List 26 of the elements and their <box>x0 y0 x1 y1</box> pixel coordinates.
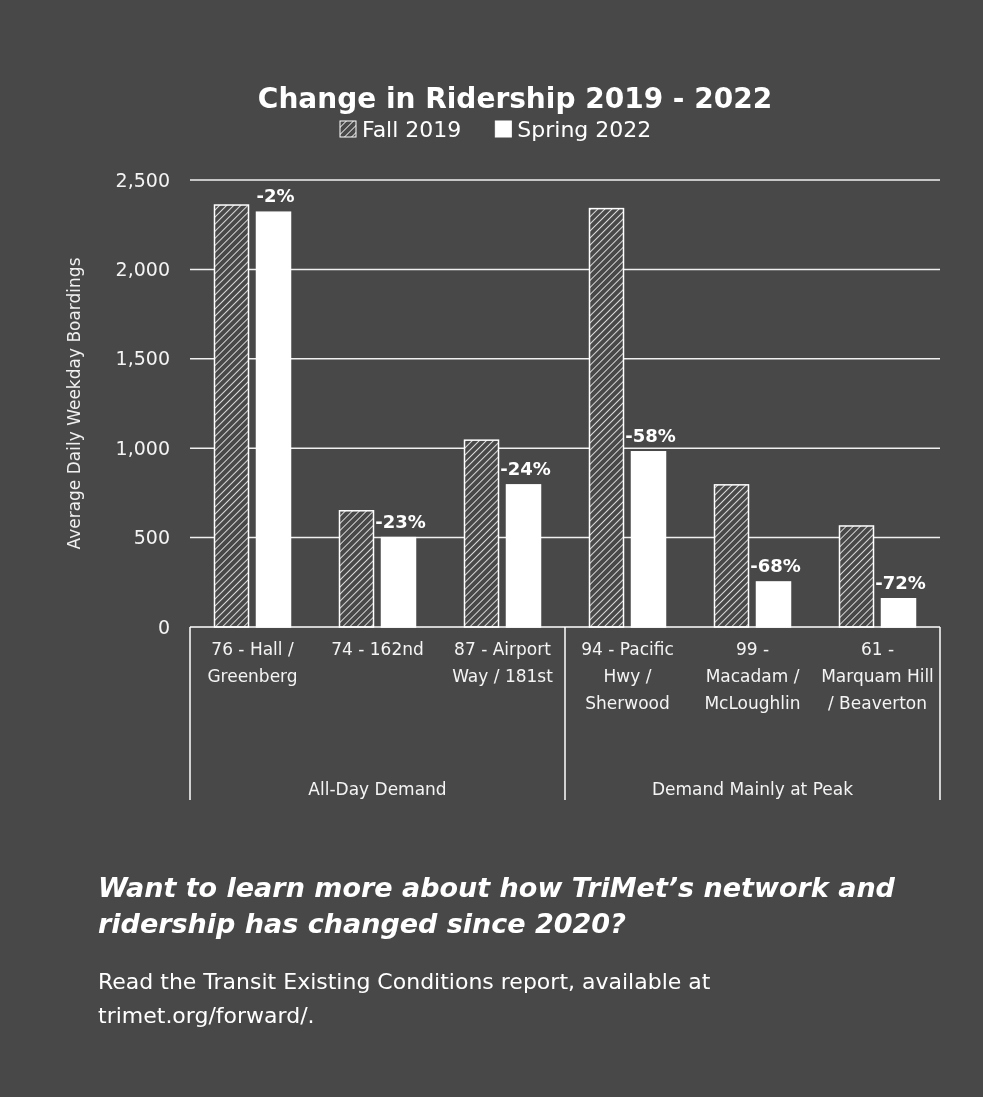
y-tick-label: 500 <box>133 526 170 549</box>
x-tick-label: 99 - Macadam / McLoughlin <box>704 639 801 713</box>
annotation: -24% <box>500 457 551 479</box>
annotation: -68% <box>750 554 801 576</box>
legend-label: Fall 2019 <box>362 117 462 142</box>
chart-title: Change in Ridership 2019 - 2022 <box>257 82 773 115</box>
text: Demand Mainly at Peak <box>651 779 854 799</box>
x-tick-label: 87 - Airport Way / 181st <box>452 639 554 686</box>
text: All-Day Demand <box>308 779 447 799</box>
y-tick-label: 2,000 <box>115 257 170 280</box>
text: Read the Transit Existing Conditions report, available at trimet.org/forward/. <box>98 968 712 1030</box>
x-tick-label: 94 - Pacific Hwy / Sherwood <box>581 639 674 713</box>
annotation: -72% <box>875 571 926 593</box>
legend-label: Spring 2022 <box>517 117 652 142</box>
y-tick-label: 2,500 <box>115 168 170 191</box>
x-tick-label: 61 - Marquam Hill / Beaverton <box>821 639 934 713</box>
y-tick-label: 0 <box>157 615 170 638</box>
y-axis-title: Average Daily Weekday Boardings <box>64 257 84 550</box>
text: Want to learn more about how TriMet’s network and ridership has changed since 2020? <box>98 871 896 941</box>
annotation: -58% <box>625 424 676 446</box>
x-tick-label: 76 - Hall / Greenberg <box>207 639 298 686</box>
annotation: -23% <box>375 510 426 532</box>
x-tick-label: 74 - 162nd <box>331 639 424 659</box>
y-tick-label: 1,500 <box>115 347 170 370</box>
annotation: -2% <box>256 185 295 207</box>
y-tick-label: 1,000 <box>115 436 170 459</box>
